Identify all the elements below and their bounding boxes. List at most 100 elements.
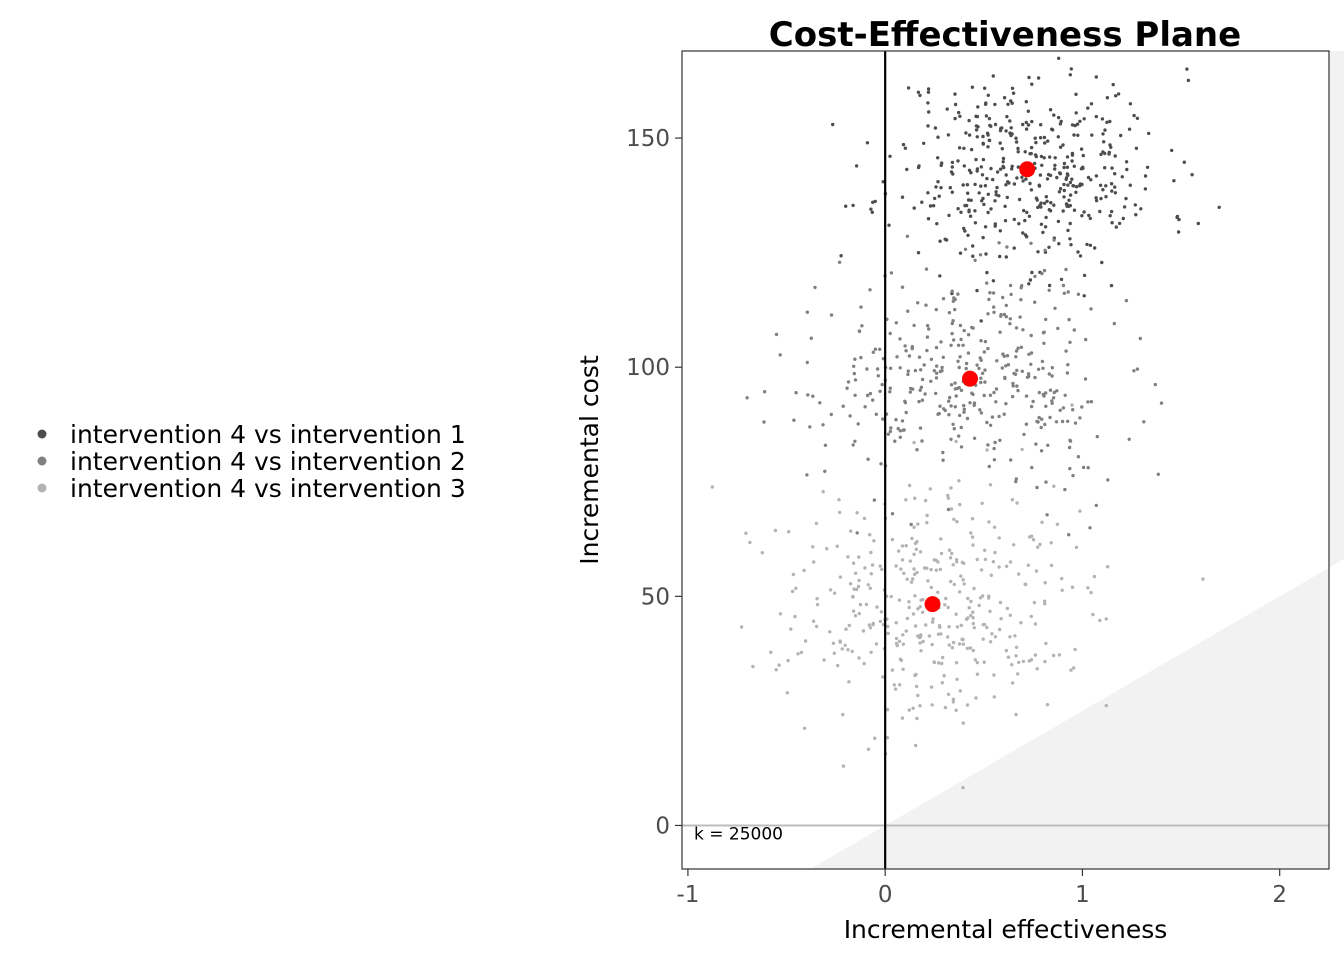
- data-point: [1067, 533, 1071, 537]
- data-point: [837, 498, 841, 502]
- data-point: [977, 603, 981, 608]
- data-point: [920, 398, 925, 402]
- y-tick-label: 0: [655, 813, 670, 839]
- data-point: [871, 398, 875, 402]
- data-point: [846, 380, 851, 384]
- data-point: [857, 555, 861, 559]
- data-point: [897, 598, 902, 602]
- data-point: [894, 636, 899, 641]
- data-point: [965, 646, 970, 651]
- data-point: [888, 429, 893, 434]
- data-point: [1029, 241, 1033, 245]
- data-point: [1056, 135, 1061, 139]
- data-point: [1046, 443, 1050, 447]
- data-point: [934, 307, 938, 312]
- data-point: [1023, 218, 1027, 223]
- data-point: [1089, 400, 1094, 404]
- data-point: [936, 156, 940, 160]
- data-point: [946, 605, 950, 610]
- data-point: [880, 382, 884, 387]
- data-point: [854, 164, 859, 168]
- data-point: [1012, 246, 1016, 250]
- data-point: [998, 167, 1003, 171]
- data-point: [953, 116, 957, 121]
- data-point: [1072, 133, 1076, 137]
- data-point: [1026, 563, 1031, 567]
- data-point: [1061, 143, 1065, 147]
- data-point: [1070, 585, 1075, 589]
- data-point: [972, 626, 976, 630]
- data-point: [799, 650, 804, 655]
- data-point: [936, 590, 940, 594]
- data-point: [1044, 404, 1048, 408]
- data-point: [1094, 114, 1099, 119]
- data-point: [938, 567, 942, 572]
- data-point: [865, 367, 869, 371]
- data-point: [951, 697, 956, 701]
- data-point: [1090, 133, 1094, 137]
- data-point: [960, 637, 964, 641]
- data-point: [1027, 374, 1031, 378]
- data-point: [1082, 273, 1087, 278]
- data-point: [997, 565, 1001, 569]
- data-point: [906, 309, 910, 313]
- data-point: [892, 683, 896, 687]
- data-point: [938, 369, 943, 374]
- data-point: [939, 537, 943, 541]
- data-point: [790, 589, 795, 594]
- data-point: [991, 74, 995, 78]
- data-point: [907, 483, 912, 488]
- y-tick-label: 150: [626, 126, 670, 152]
- data-point: [1004, 129, 1008, 133]
- data-point: [1016, 150, 1020, 154]
- data-point: [981, 134, 985, 139]
- data-point: [906, 369, 910, 373]
- data-point: [841, 764, 846, 768]
- data-point: [934, 391, 938, 396]
- data-point: [901, 142, 906, 147]
- data-point: [838, 510, 842, 515]
- data-point: [1044, 317, 1048, 322]
- data-point: [1067, 198, 1071, 202]
- data-point: [1015, 176, 1019, 180]
- data-point: [927, 327, 931, 331]
- data-point: [979, 568, 984, 572]
- data-point: [936, 180, 940, 184]
- data-point: [1014, 712, 1018, 717]
- data-point: [972, 586, 976, 591]
- data-point: [900, 558, 905, 562]
- y-axis-title: Incremental cost: [575, 355, 604, 565]
- data-point: [941, 297, 946, 301]
- data-point: [947, 413, 951, 417]
- data-point: [1103, 151, 1107, 156]
- data-point: [950, 646, 955, 650]
- data-point: [855, 511, 859, 515]
- data-point: [1104, 195, 1108, 199]
- data-point: [972, 436, 977, 440]
- data-point: [906, 372, 910, 377]
- data-point: [980, 199, 984, 203]
- data-point: [946, 133, 951, 137]
- x-tick-label: 2: [1272, 882, 1287, 908]
- data-point: [889, 426, 893, 430]
- data-point: [1005, 114, 1009, 119]
- data-point: [911, 706, 915, 710]
- data-point: [1004, 255, 1008, 259]
- data-point: [992, 673, 996, 677]
- data-point: [878, 389, 882, 393]
- data-point: [1066, 183, 1070, 187]
- data-point: [931, 204, 936, 208]
- data-point: [861, 629, 866, 633]
- data-point: [967, 133, 972, 137]
- data-point: [878, 564, 882, 568]
- data-point: [961, 183, 965, 187]
- data-point: [926, 101, 930, 105]
- data-point: [960, 560, 965, 565]
- data-point: [961, 786, 965, 790]
- data-point: [1107, 150, 1112, 155]
- data-point: [968, 646, 973, 650]
- data-point: [1070, 177, 1074, 181]
- x-tick-label: 1: [1075, 882, 1090, 908]
- data-point: [939, 632, 943, 636]
- data-point: [1001, 160, 1005, 164]
